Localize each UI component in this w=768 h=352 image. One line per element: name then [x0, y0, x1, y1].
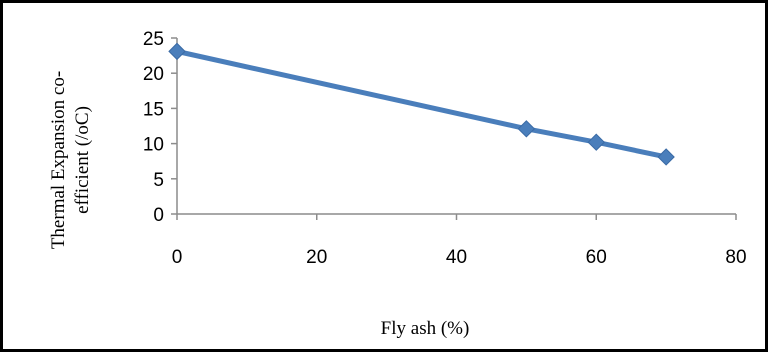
y-axis-title-line-1: Thermal Expansion co- — [48, 71, 69, 249]
y-tick-label: 5 — [153, 170, 164, 191]
tick-labels: 0 5 10 15 20 25 0 20 40 60 80 — [143, 29, 747, 268]
data-point-marker — [517, 120, 536, 138]
series-line — [174, 48, 669, 160]
y-tick-label: 10 — [143, 135, 164, 156]
data-point-marker — [657, 148, 675, 166]
x-tick-label: 80 — [725, 247, 746, 268]
x-tick-label: 60 — [586, 247, 607, 268]
y-tick-label: 15 — [143, 99, 164, 120]
chart-axes — [171, 37, 737, 220]
x-axis-title: Fly ash (%) — [381, 318, 470, 339]
y-axis-title-line-2: efficient (/oC) — [72, 106, 93, 214]
y-tick-label: 20 — [143, 64, 164, 85]
x-tick-label: 40 — [446, 247, 467, 268]
data-point-marker — [168, 42, 186, 61]
x-tick-label: 0 — [172, 247, 183, 268]
y-axis-title: Thermal Expansion co- efficient (/oC) — [48, 71, 93, 249]
data-series — [168, 42, 675, 166]
y-tick-label: 25 — [143, 29, 164, 50]
x-tick-label: 20 — [306, 247, 327, 268]
y-tick-label: 0 — [153, 205, 164, 226]
data-point-marker — [587, 133, 605, 151]
